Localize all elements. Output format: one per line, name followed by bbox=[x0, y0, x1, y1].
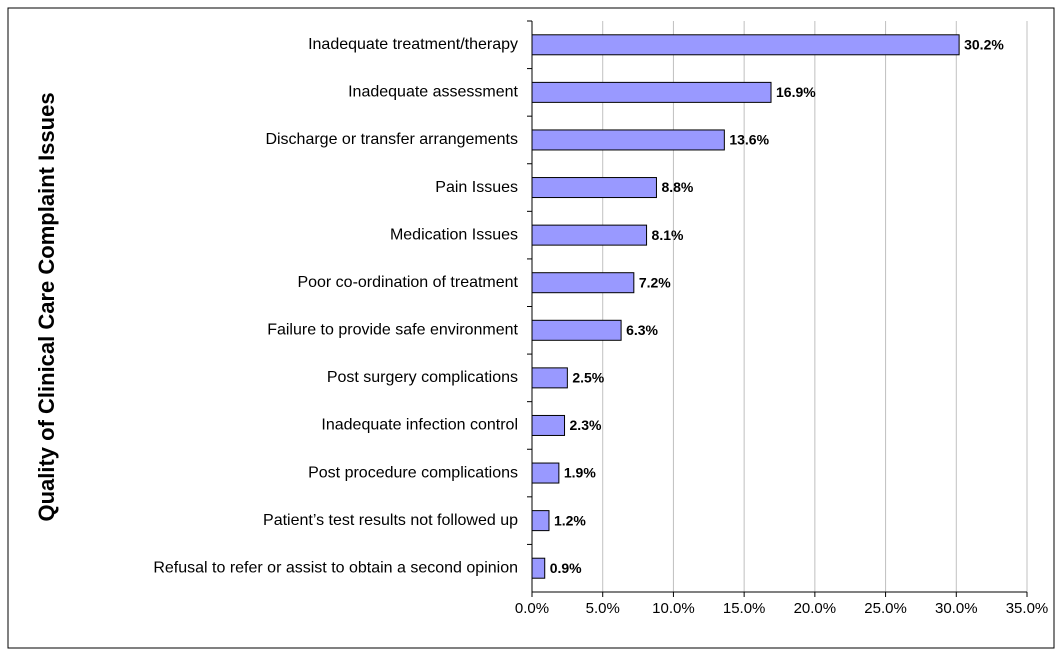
y-tick-label: Patient’s test results not followed up bbox=[263, 512, 518, 529]
value-label: 2.5% bbox=[572, 370, 604, 386]
bar bbox=[531, 414, 566, 436]
value-label: 2.3% bbox=[570, 417, 602, 433]
bar bbox=[531, 34, 960, 56]
bar bbox=[531, 319, 622, 341]
value-label: 1.9% bbox=[564, 465, 596, 481]
x-tick-label: 5.0% bbox=[586, 600, 620, 617]
bar bbox=[531, 272, 635, 294]
value-label: 1.2% bbox=[554, 512, 586, 528]
x-tick-label: 35.0% bbox=[1006, 600, 1049, 617]
value-label: 8.1% bbox=[652, 227, 684, 243]
value-label: 30.2% bbox=[964, 36, 1004, 52]
x-tick-label: 15.0% bbox=[723, 600, 766, 617]
y-tick-label: Inadequate infection control bbox=[321, 417, 518, 434]
bar bbox=[531, 81, 772, 103]
bar bbox=[531, 557, 546, 579]
x-tick-label: 30.0% bbox=[935, 600, 978, 617]
y-tick-label: Pain Issues bbox=[435, 179, 518, 196]
y-tick-label: Medication Issues bbox=[390, 226, 518, 243]
value-label: 16.9% bbox=[776, 84, 816, 100]
bar bbox=[531, 510, 550, 532]
bar bbox=[531, 367, 568, 389]
x-tick-label: 0.0% bbox=[515, 600, 549, 617]
value-label: 8.8% bbox=[661, 179, 693, 195]
y-tick-label: Discharge or transfer arrangements bbox=[265, 131, 518, 148]
x-tick-label: 25.0% bbox=[864, 600, 907, 617]
value-label: 0.9% bbox=[550, 560, 582, 576]
bar bbox=[531, 177, 657, 199]
chart-frame bbox=[7, 7, 1055, 649]
x-tick-label: 20.0% bbox=[794, 600, 837, 617]
y-tick-label: Inadequate assessment bbox=[348, 84, 518, 101]
y-tick-label: Post surgery complications bbox=[327, 369, 518, 386]
y-tick-label: Inadequate treatment/therapy bbox=[308, 36, 518, 53]
y-tick-label: Poor co-ordination of treatment bbox=[297, 274, 518, 291]
bar bbox=[531, 462, 560, 484]
y-tick-label: Failure to provide safe environment bbox=[267, 322, 518, 339]
value-label: 13.6% bbox=[729, 132, 769, 148]
value-label: 6.3% bbox=[626, 322, 658, 338]
bar bbox=[531, 129, 725, 151]
value-label: 7.2% bbox=[639, 274, 671, 290]
y-axis-title: Quality of Clinical Care Complaint Issue… bbox=[34, 92, 59, 521]
y-tick-label: Refusal to refer or assist to obtain a s… bbox=[153, 559, 518, 576]
bar bbox=[531, 224, 648, 246]
y-tick-label: Post procedure complications bbox=[308, 464, 518, 481]
x-tick-label: 10.0% bbox=[652, 600, 695, 617]
